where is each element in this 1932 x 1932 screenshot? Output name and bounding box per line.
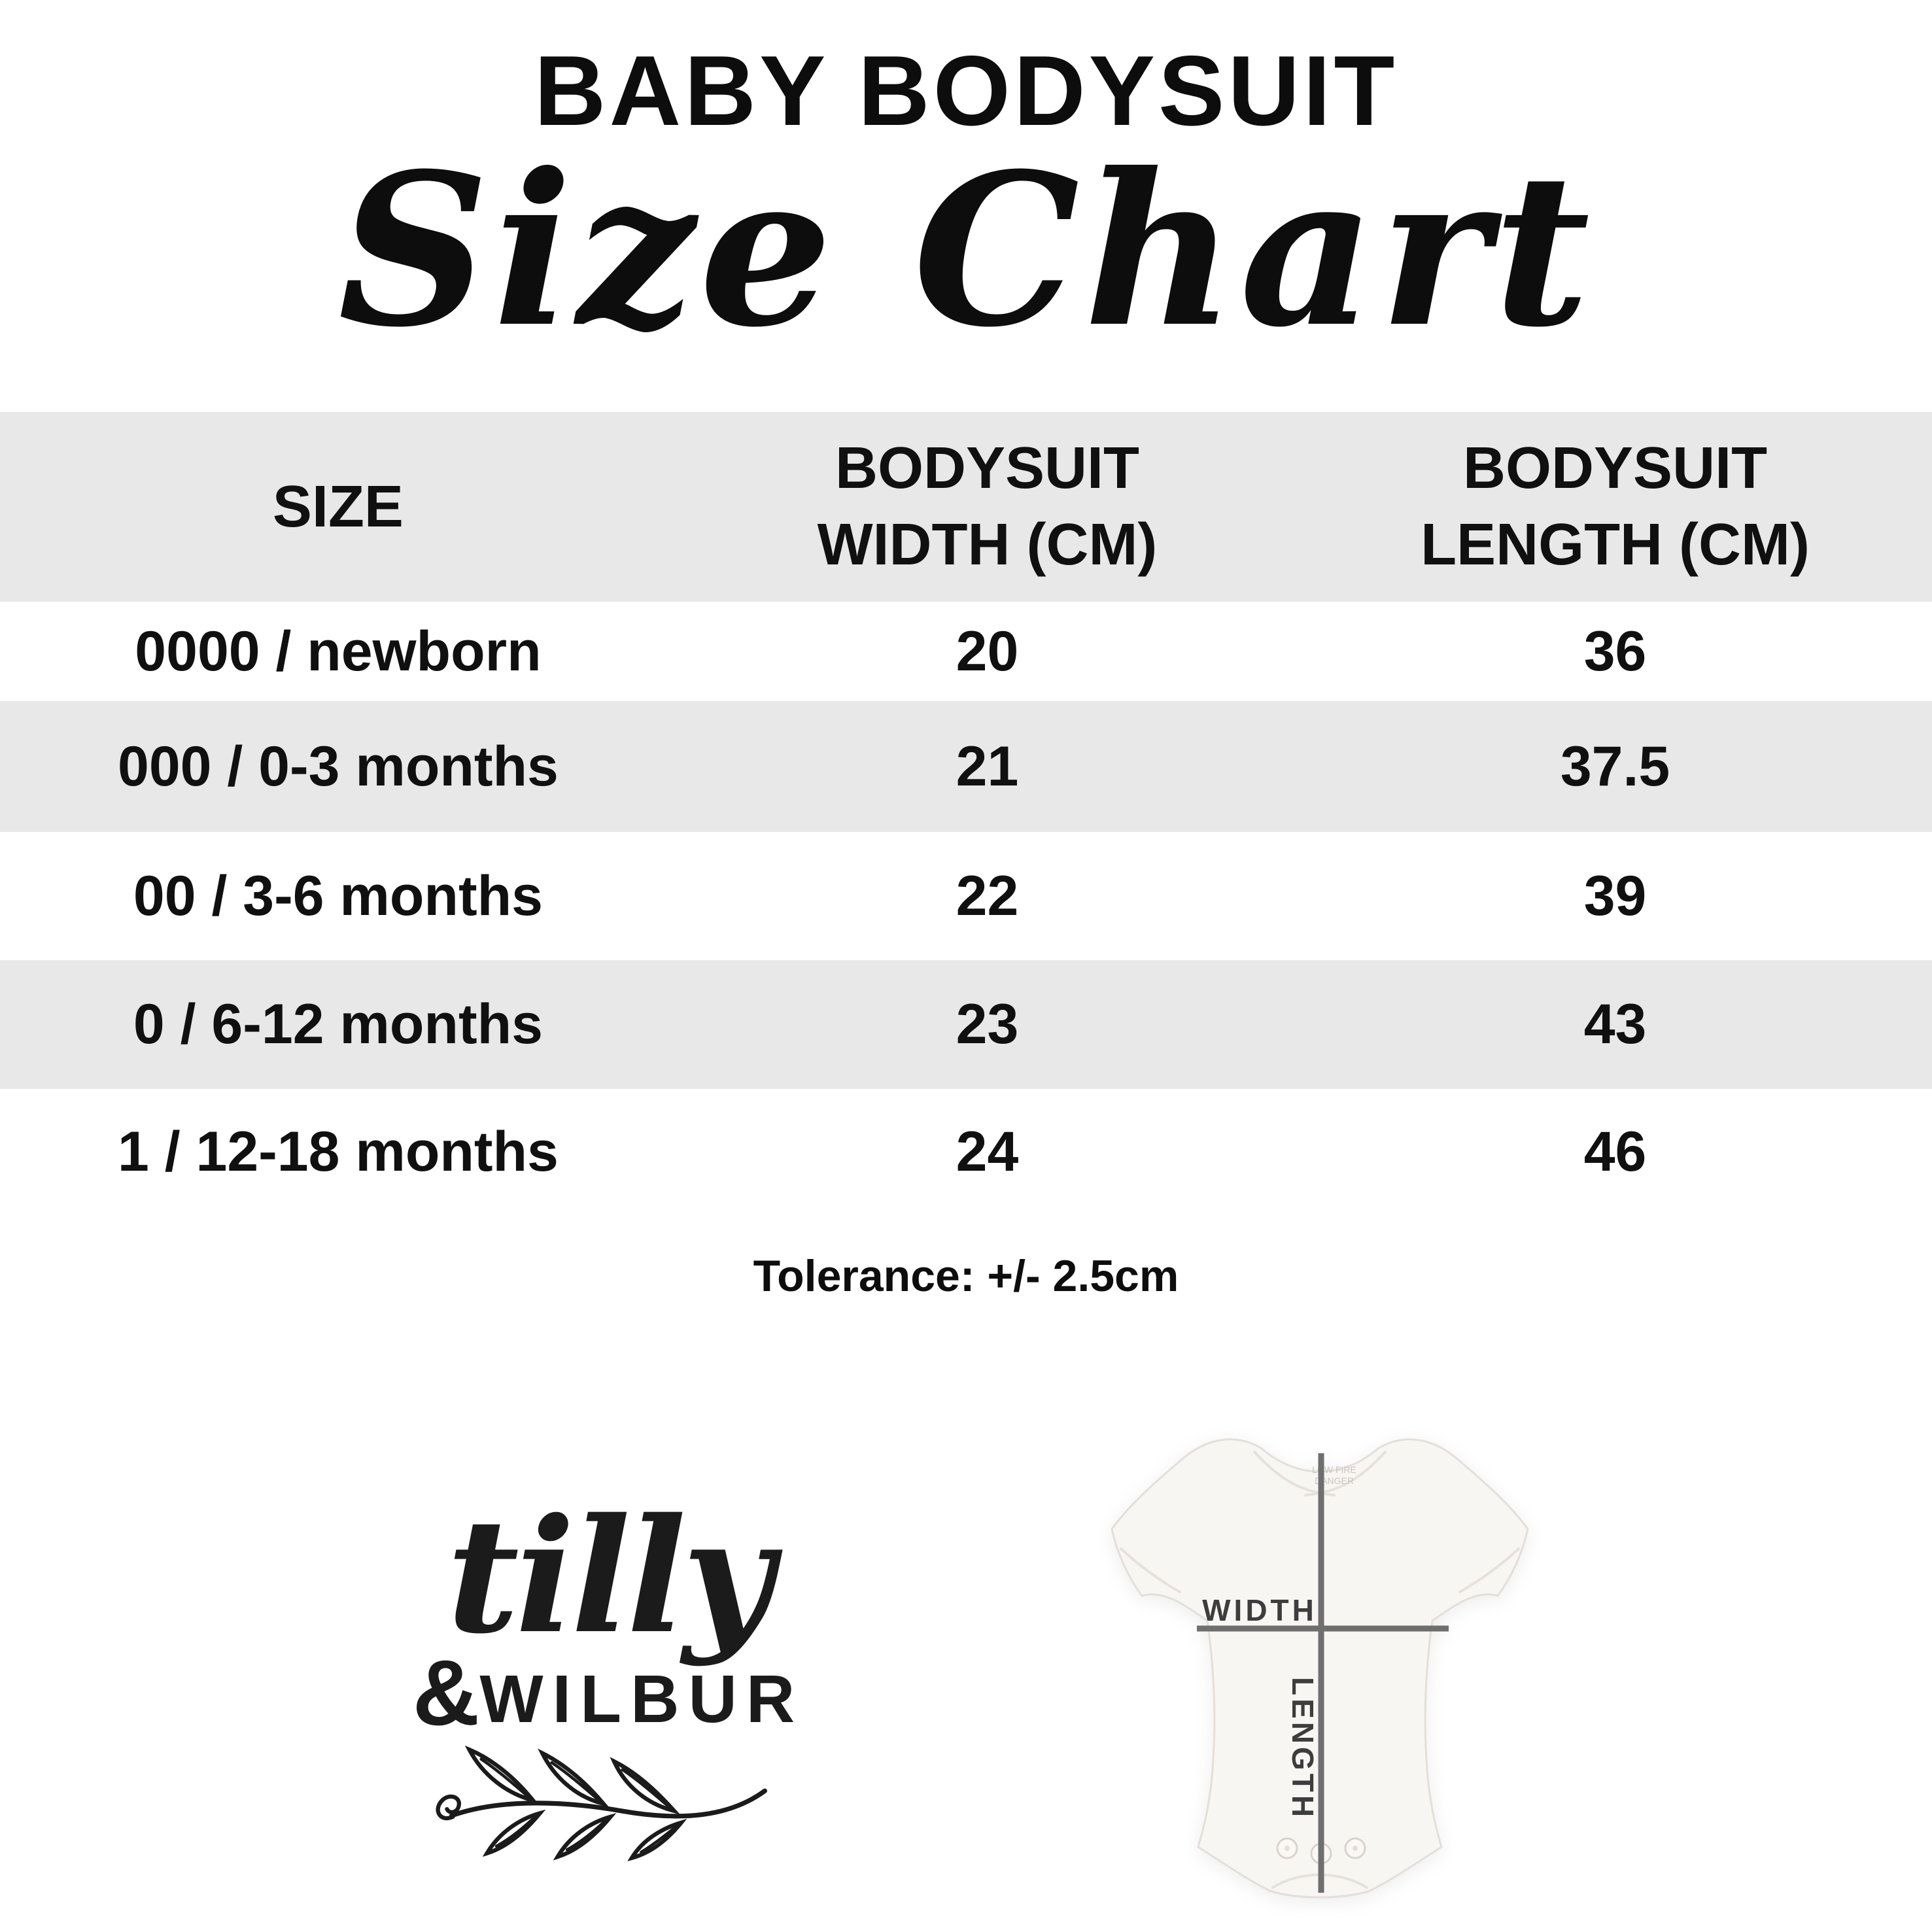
- length-cell: 46: [1583, 1120, 1647, 1183]
- width-cell: 20: [956, 619, 1019, 683]
- page-subtitle-script: Size Chart: [337, 128, 1595, 373]
- size-cell: 00 / 3-6 months: [133, 864, 543, 927]
- width-label: WIDTH: [1202, 1593, 1317, 1627]
- header-length-line1: BODYSUIT: [1463, 436, 1768, 501]
- header-length: BODYSUIT LENGTH (CM): [1298, 430, 1932, 583]
- size-cell: 0 / 6-12 months: [133, 993, 543, 1056]
- header-width-line1: BODYSUIT: [835, 436, 1139, 501]
- bodysuit-diagram: LOW FIRE DANGER WIDTH LENGTH: [1104, 1421, 1536, 1932]
- length-cell: 39: [1583, 864, 1647, 927]
- width-cell: 23: [956, 993, 1019, 1056]
- table-row: 0 / 6-12 months 23 43: [0, 960, 1932, 1089]
- size-cell: 000 / 0-3 months: [118, 734, 559, 798]
- width-cell: 21: [956, 734, 1019, 798]
- tolerance-note: Tolerance: +/- 2.5cm: [753, 1251, 1179, 1301]
- length-cell: 43: [1583, 993, 1647, 1056]
- table-row: 000 / 0-3 months 21 37.5: [0, 701, 1932, 832]
- neck-tag-line2: DANGER: [1315, 1475, 1354, 1486]
- header-width: BODYSUIT WIDTH (CM): [676, 430, 1298, 583]
- laurel-branch-icon: [436, 1745, 767, 1861]
- header-size: SIZE: [272, 474, 404, 540]
- brand-name-script: tilly: [447, 1484, 774, 1668]
- table-header-row: SIZE BODYSUIT WIDTH (CM) BODYSUIT LENGTH…: [0, 412, 1932, 602]
- size-table: SIZE BODYSUIT WIDTH (CM) BODYSUIT LENGTH…: [0, 412, 1932, 1215]
- header-length-line2: LENGTH (CM): [1421, 512, 1810, 578]
- page-title: BABY BODYSUIT: [534, 35, 1398, 147]
- table-row: 1 / 12-18 months 24 46: [0, 1089, 1932, 1215]
- table-row: 0000 / newborn 20 36: [0, 602, 1932, 701]
- size-cell: 1 / 12-18 months: [118, 1120, 559, 1183]
- header-width-line2: WIDTH (CM): [817, 512, 1158, 578]
- length-label: LENGTH: [1286, 1677, 1320, 1820]
- length-cell: 37.5: [1560, 734, 1670, 798]
- ampersand-glyph: &: [412, 1641, 480, 1745]
- size-cell: 0000 / newborn: [135, 619, 542, 683]
- brand-name-caps: WILBUR: [479, 1661, 804, 1737]
- brand-name-caps-row: & WILBUR: [386, 1641, 831, 1745]
- length-cell: 36: [1583, 619, 1647, 683]
- width-cell: 24: [956, 1120, 1019, 1183]
- brand-logo: tilly & WILBUR: [386, 1498, 831, 1863]
- width-cell: 22: [956, 864, 1019, 927]
- table-row: 00 / 3-6 months 22 39: [0, 832, 1932, 960]
